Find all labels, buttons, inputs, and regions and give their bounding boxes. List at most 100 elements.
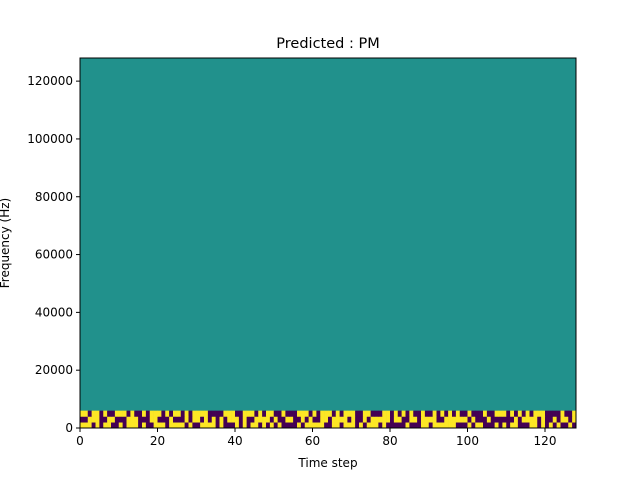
heatmap-cell: [459, 410, 464, 417]
heatmap-cell: [161, 416, 166, 423]
heatmap-cell: [308, 410, 313, 417]
heatmap-cell: [502, 416, 507, 423]
heatmap-cell: [188, 416, 193, 423]
heatmap-cell: [397, 410, 402, 417]
heatmap-cell: [215, 416, 220, 423]
heatmap-cell: [87, 410, 92, 417]
heatmap-cells: [80, 410, 577, 429]
heatmap-cell: [300, 416, 306, 423]
heatmap-cell: [351, 422, 356, 429]
heatmap-cell: [463, 416, 468, 423]
heatmap-cell: [494, 410, 499, 417]
heatmap-cell: [173, 410, 178, 417]
heatmap-cell: [362, 410, 368, 417]
x-tick-label: 40: [227, 434, 242, 448]
heatmap-cell: [556, 410, 561, 417]
heatmap-cell: [118, 410, 123, 417]
heatmap-cell: [467, 422, 472, 429]
heatmap-cell: [421, 410, 426, 417]
heatmap-cell: [312, 416, 317, 423]
plot-area: [79, 57, 577, 429]
heatmap-cell: [180, 416, 185, 423]
chart-title: Predicted : PM: [276, 36, 379, 52]
heatmap-cell: [413, 422, 418, 429]
heatmap-cell: [200, 416, 205, 423]
heatmap-cell: [204, 416, 209, 423]
heatmap-cell: [479, 416, 484, 423]
heatmap-cell: [502, 410, 507, 417]
heatmap-cell: [138, 422, 143, 429]
heatmap-cell: [130, 422, 135, 429]
heatmap-cell: [304, 422, 309, 429]
heatmap-cell: [142, 410, 147, 417]
heatmap-cell: [103, 416, 108, 423]
heatmap-cell: [529, 410, 534, 417]
heatmap-cell: [103, 422, 108, 429]
heatmap-cell: [165, 422, 170, 429]
heatmap-cell: [238, 422, 244, 429]
heatmap-cell: [242, 410, 247, 417]
heatmap-cell: [370, 410, 375, 417]
heatmap-cell: [91, 410, 96, 417]
heatmap-cell: [211, 416, 216, 423]
heatmap-cell: [250, 416, 255, 423]
heatmap-cell: [328, 410, 333, 417]
heatmap-cell: [293, 422, 298, 429]
heatmap-cell: [204, 422, 209, 429]
heatmap-cell: [273, 410, 278, 417]
heatmap-cell: [324, 410, 329, 417]
heatmap-cell: [328, 416, 333, 423]
heatmap-background: [80, 58, 576, 428]
heatmap-cell: [320, 422, 325, 429]
heatmap-cell: [510, 416, 515, 423]
heatmap-cell: [184, 416, 189, 423]
heatmap-cell: [312, 422, 317, 429]
x-tick-label: 100: [456, 434, 479, 448]
heatmap-cell: [126, 416, 131, 423]
heatmap-cell: [134, 416, 139, 423]
heatmap-cell: [436, 416, 441, 423]
heatmap-cell: [452, 416, 457, 423]
heatmap-cell: [452, 410, 457, 417]
heatmap-cell: [556, 416, 561, 423]
heatmap-cell: [258, 410, 263, 417]
heatmap-cell: [196, 422, 201, 429]
heatmap-cell: [490, 410, 495, 417]
heatmap-cell: [262, 422, 267, 429]
heatmap-cell: [192, 422, 197, 429]
heatmap-cell: [390, 416, 395, 423]
heatmap-cell: [347, 422, 352, 429]
x-tick-label: 20: [150, 434, 165, 448]
heatmap-cell: [250, 410, 255, 417]
heatmap-cell: [227, 422, 232, 429]
heatmap-cell: [428, 422, 433, 429]
heatmap-cell: [277, 422, 282, 429]
heatmap-cell: [560, 416, 565, 423]
heatmap-cell: [339, 416, 344, 423]
heatmap-cell: [219, 416, 224, 423]
heatmap-cell: [529, 416, 534, 423]
heatmap-cell: [281, 410, 286, 417]
heatmap-cell: [564, 416, 569, 423]
heatmap-cell: [200, 410, 205, 417]
heatmap-cell: [238, 410, 244, 417]
heatmap-cell: [165, 410, 170, 417]
heatmap-cell: [370, 422, 375, 429]
heatmap-cell: [324, 422, 329, 429]
heatmap-cell: [304, 410, 309, 417]
heatmap-cell: [432, 422, 437, 429]
heatmap-cell: [351, 410, 356, 417]
y-axis-label: Frequency (Hz): [0, 198, 12, 289]
heatmap-cell: [355, 410, 360, 417]
heatmap-cell: [452, 422, 457, 429]
heatmap-cell: [118, 416, 123, 423]
heatmap-cell: [483, 410, 488, 417]
heatmap-cell: [335, 416, 340, 423]
heatmap-cell: [448, 416, 453, 423]
heatmap-cell: [83, 416, 89, 423]
heatmap-cell: [424, 422, 430, 429]
heatmap-cell: [87, 416, 92, 423]
heatmap-cell: [304, 416, 309, 423]
heatmap-cell: [204, 410, 209, 417]
heatmap-cell: [552, 410, 557, 417]
